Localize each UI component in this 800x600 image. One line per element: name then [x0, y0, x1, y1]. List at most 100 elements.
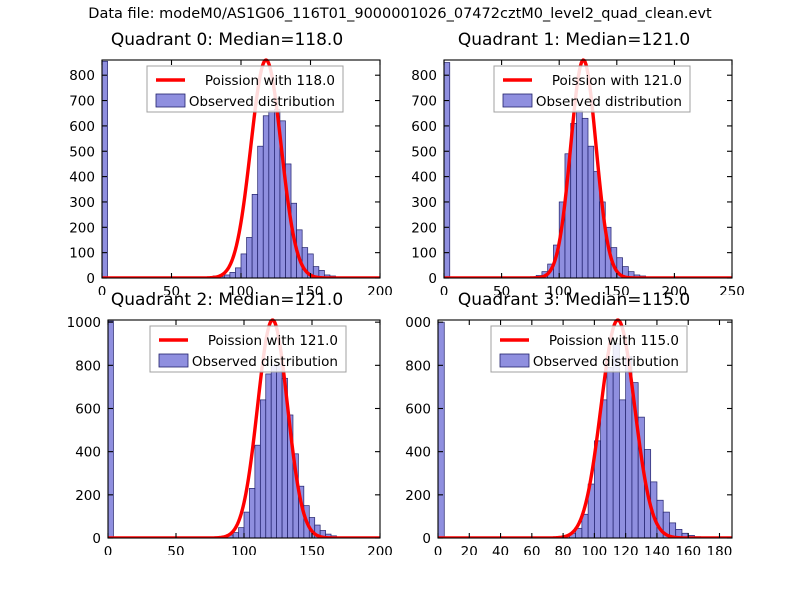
legend-quadrant-0: Poission with 118.0 Observed distribution [146, 65, 344, 113]
histogram-bar [101, 60, 108, 279]
x-tick-label: 200 [367, 284, 392, 295]
x-tick-label: 120 [613, 544, 639, 555]
legend-label: Observed distribution [536, 94, 682, 110]
y-tick-label: 500 [411, 144, 437, 160]
histogram-bar [232, 532, 239, 539]
x-tick-label: 20 [461, 544, 478, 555]
legend-patch-swatch [502, 93, 533, 108]
x-tick-label: 80 [555, 544, 572, 555]
histogram-bar [257, 145, 264, 279]
legend-quadrant-1: Poission with 121.0 Observed distribution [493, 65, 691, 113]
histogram-bar [437, 321, 445, 539]
chart-panel-quadrant-2: Quadrant 2: Median=121.0 0 50 100 150 200 0 200… [62, 290, 392, 555]
x-tick-label: 60 [523, 544, 540, 555]
legend-quadrant-3: Poission with 115.0 Observed distribution [490, 325, 688, 373]
histogram-bar [581, 117, 589, 279]
y-tick-label: 700 [411, 94, 437, 110]
y-tick-label: 800 [405, 358, 431, 374]
x-tick-label: 200 [367, 544, 392, 555]
legend-patch-swatch [499, 353, 530, 368]
y-tick-label: 700 [69, 94, 95, 110]
x-tick-label: 100 [228, 284, 254, 295]
chart-panel-quadrant-1: Quadrant 1: Median=121.0 0 50 100 150 200 250 0… [404, 30, 744, 295]
legend-label: Observed distribution [533, 354, 679, 370]
legend-label: Poission with 121.0 [552, 73, 682, 89]
x-tick-label: 40 [492, 544, 509, 555]
histogram-bar [243, 511, 250, 539]
legend-patch-swatch [158, 353, 189, 368]
histogram-bar [262, 115, 270, 279]
y-tick-label: 400 [405, 445, 431, 461]
x-tick-label: 50 [167, 544, 184, 555]
x-tick-label: 250 [719, 284, 744, 295]
chart-title-quadrant-3: Quadrant 3: Median=115.0 [457, 290, 691, 310]
histogram-bar [240, 253, 247, 279]
histogram-bar [600, 399, 608, 539]
x-tick-label: 0 [98, 284, 107, 295]
x-tick-label: 200 [662, 284, 688, 295]
chart-svg-quadrant-1: 0 50 100 150 200 250 0 100 200 300 400 500 600 700 800… [411, 58, 744, 295]
x-tick-label: 160 [675, 544, 701, 555]
chart-title-quadrant-2: Quadrant 2: Median=121.0 [110, 290, 344, 310]
legend-label: Poission with 115.0 [549, 333, 679, 349]
x-tick-label: 50 [493, 284, 510, 295]
y-tick-label: 1000 [404, 315, 431, 331]
legend-patch-swatch [155, 93, 186, 108]
x-tick-label: 150 [298, 284, 324, 295]
x-tick-label: 0 [104, 544, 113, 555]
chart-svg-quadrant-0: 0 50 100 150 200 0 100 200 300 400 500 600 700 800 Poi… [69, 58, 392, 295]
x-tick-label: 100 [581, 544, 607, 555]
histogram-bar [268, 110, 275, 279]
x-tick-label: 140 [644, 544, 670, 555]
y-tick-label: 200 [75, 488, 101, 504]
y-tick-label: 800 [411, 68, 437, 84]
legend-label: Poission with 121.0 [208, 333, 338, 349]
x-tick-label: 0 [434, 544, 443, 555]
y-tick-label: 0 [92, 531, 101, 547]
y-tick-label: 200 [405, 488, 431, 504]
histogram-bar [576, 110, 583, 279]
x-tick-label: 100 [546, 284, 572, 295]
x-tick-label: 0 [440, 284, 449, 295]
chart-title-quadrant-1: Quadrant 1: Median=121.0 [457, 30, 691, 50]
histogram-bar [254, 444, 261, 539]
y-tick-label: 600 [69, 119, 95, 135]
histogram-bar [270, 364, 277, 539]
y-tick-label: 0 [428, 271, 437, 287]
histogram-bar [619, 399, 627, 539]
histogram-bar [249, 488, 256, 539]
histogram-bar [238, 527, 245, 539]
histogram-bar [587, 145, 595, 279]
y-tick-label: 600 [405, 401, 431, 417]
y-tick-label: 0 [422, 531, 431, 547]
y-tick-label: 800 [69, 68, 95, 84]
legend-quadrant-2: Poission with 121.0 Observed distribution [149, 325, 347, 373]
histogram-bar [251, 194, 259, 279]
x-tick-label: 180 [707, 544, 733, 555]
x-tick-label: 150 [604, 284, 630, 295]
y-tick-label: 100 [411, 246, 437, 262]
chart-svg-quadrant-3: 0 20 40 60 80 100 120 140 160 180 0 200 400 600 800 100… [404, 315, 733, 555]
chart-svg-quadrant-2: 0 50 100 150 200 0 200 400 600 800 1000 Poission wi… [67, 315, 392, 555]
histogram-bar [265, 373, 272, 539]
histogram-bar [443, 62, 451, 279]
legend-label: Observed distribution [192, 354, 338, 370]
y-tick-label: 400 [411, 170, 437, 186]
chart-panel-quadrant-0: Quadrant 0: Median=118.0 0 50 100 150 200 0 100… [62, 30, 392, 295]
x-tick-label: 50 [163, 284, 180, 295]
x-tick-label: 100 [231, 544, 257, 555]
y-tick-label: 400 [69, 170, 95, 186]
histogram-bar [606, 367, 614, 539]
histogram-bar [259, 399, 267, 539]
axes-frame-quadrant-1 [443, 59, 733, 279]
y-tick-label: 800 [75, 358, 101, 374]
histogram-bar [235, 267, 242, 279]
histogram-bar [276, 363, 283, 539]
figure-suptitle: Data file: modeM0/AS1G06_116T01_90000010… [88, 6, 712, 22]
legend-label: Poission with 118.0 [205, 73, 335, 89]
chart-title-quadrant-0: Quadrant 0: Median=118.0 [110, 30, 344, 50]
y-tick-label: 500 [69, 144, 95, 160]
histogram-bar [612, 343, 620, 539]
legend-label: Observed distribution [189, 94, 335, 110]
